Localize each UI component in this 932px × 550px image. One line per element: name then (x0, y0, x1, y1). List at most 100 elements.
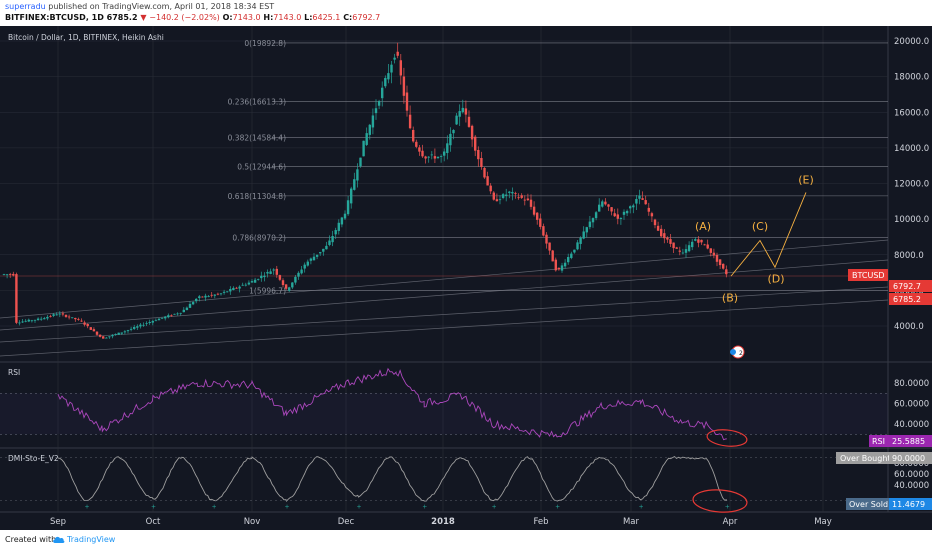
rsi-badge-value (889, 435, 932, 447)
candle-body (303, 264, 306, 269)
buy-signal-marker: + (284, 504, 289, 511)
candle-body (452, 130, 455, 134)
quote-line: BITFINEX:BTCUSD, 1D 6785.2 ▼ −140.2 (−2.… (5, 13, 380, 22)
wave-label: (E) (798, 174, 814, 187)
channel-line (0, 299, 889, 357)
candle-body (260, 275, 263, 279)
candle-body (455, 115, 458, 125)
stoch-panel-title: DMI-Sto-E_V2 (8, 454, 59, 463)
candle-body (501, 194, 505, 198)
candle-body (83, 322, 86, 325)
candle-body (306, 261, 309, 266)
candle-body (368, 124, 371, 135)
candle-body (353, 179, 356, 190)
candle-body (74, 317, 77, 320)
rsi-axis-label: 60.0000 (894, 400, 929, 410)
stoch-line: + + + + + + + + + + (0, 456, 888, 511)
candle-body (374, 108, 378, 114)
candle-body (523, 199, 526, 201)
candle-body (102, 336, 105, 339)
candle-body (532, 206, 536, 215)
candle-body (656, 225, 660, 231)
candle-body (309, 258, 313, 261)
candle-body (2, 274, 6, 275)
buy-signal-marker: + (725, 504, 730, 511)
candle-body (483, 167, 486, 178)
rsi-badge-name-label: RSI (872, 437, 885, 446)
candle-body (188, 303, 192, 308)
fib-level-label: 0(19892.8) (244, 39, 286, 48)
fib-level-label: 1(5996.7) (249, 286, 286, 295)
grid-lines (0, 26, 888, 512)
candle-body (625, 210, 629, 214)
candle-body (77, 319, 80, 320)
footer-bar: Created with TradingView (0, 530, 932, 550)
candle-body (40, 318, 43, 320)
price-axis-label: 16000.0 (894, 108, 929, 118)
candle-body (464, 108, 468, 115)
candle-body (560, 265, 564, 271)
candle-body (684, 249, 688, 253)
candle-body (694, 239, 697, 241)
candle-body (421, 150, 424, 157)
time-axis-label: Oct (146, 517, 161, 527)
candle-body (526, 198, 530, 201)
candle-body (92, 329, 96, 332)
high-label: H: (263, 13, 274, 22)
candle-body (697, 239, 700, 243)
candle-body (133, 327, 136, 329)
candle-body (613, 213, 616, 217)
candle-body (52, 314, 55, 316)
tradingview-brand-link[interactable]: TradingView (67, 535, 116, 544)
trend-channel (0, 239, 889, 357)
candle-body (80, 320, 83, 322)
compare-marker-icon[interactable]: 2 9 (730, 345, 749, 359)
wave-label: (A) (695, 220, 711, 233)
candle-body (718, 259, 722, 266)
candle-body (474, 136, 477, 151)
rsi-line (57, 367, 727, 441)
candle-body (412, 129, 415, 142)
candle-body (449, 133, 452, 146)
candle-body (492, 192, 495, 200)
chart-canvas[interactable]: 0(19892.8) 0.236(16613.3) 0.382(14584.4) 0.… (0, 26, 932, 530)
tradingview-cloud-icon (53, 536, 65, 543)
price-axis-label: 4000.0 (894, 322, 924, 332)
candle-body (204, 295, 207, 298)
candle-body (418, 147, 421, 152)
candle-body (216, 293, 220, 295)
candle-body (570, 253, 573, 258)
candle-body (328, 240, 331, 245)
candle-body (619, 217, 623, 220)
candle-body (123, 331, 127, 333)
close-label: C: (343, 13, 353, 22)
candle-body (43, 318, 46, 320)
candle-body (446, 143, 449, 154)
candle-body (408, 114, 412, 129)
buy-signal-marker: + (85, 504, 90, 511)
candle-body (579, 237, 582, 244)
candle-body (458, 111, 461, 117)
open-value: 7143.0 (232, 13, 261, 22)
candle-body (663, 233, 666, 239)
candle-body (542, 226, 545, 236)
rsi-axis-label: 80.0000 (894, 379, 929, 389)
candle-body (272, 269, 275, 271)
candle-body (675, 247, 678, 249)
candle-body (182, 309, 185, 313)
buy-signal-marker: + (151, 504, 156, 511)
candle-body (616, 214, 619, 219)
candle-body (15, 274, 18, 323)
candle-body (381, 87, 384, 99)
candle-body (198, 296, 201, 299)
candle-body (520, 195, 523, 198)
candle-body (687, 245, 691, 252)
candle-body (164, 316, 167, 319)
candle-body (548, 242, 551, 251)
publish-line: superradu published on TradingView.com, … (5, 2, 274, 11)
header-bar: superradu published on TradingView.com, … (0, 0, 932, 26)
low-value: 6425.1 (312, 13, 341, 22)
author-link[interactable]: superradu (5, 2, 46, 11)
candle-body (585, 227, 588, 233)
candle-body (477, 149, 480, 160)
